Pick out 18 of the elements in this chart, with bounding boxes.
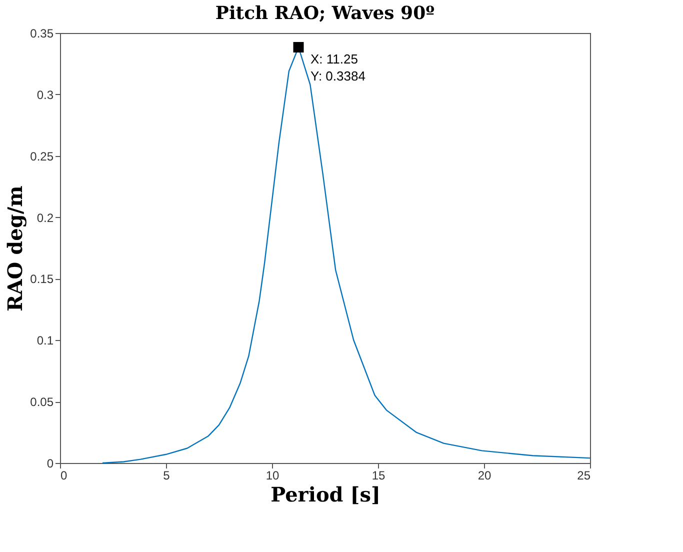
y-tick-label: 0.2 (36, 210, 54, 225)
y-tick-label: 0.05 (30, 395, 54, 410)
x-tick-label: 15 (372, 468, 386, 482)
x-axis-title: Period [s] (270, 482, 380, 506)
x-tick-label: 20 (478, 468, 492, 482)
y-tick-label: 0.3 (36, 88, 54, 102)
chart-title: Pitch RAO; Waves 90º (215, 3, 435, 24)
x-tick-label: 5 (163, 468, 170, 482)
y-tick-label: 0.35 (30, 26, 54, 40)
y-tick-label: 0.25 (30, 149, 54, 164)
annotation: X: 11.25 Y: 0.3384 (310, 51, 366, 84)
x-tick-label: 25 (577, 468, 591, 482)
y-tick-label: 0.1 (36, 334, 54, 348)
y-tick-label: 0 (46, 456, 54, 470)
y-tick-label: 0.15 (30, 272, 54, 286)
x-tick-label: 10 (266, 468, 280, 482)
x-tick-label: 0 (60, 468, 68, 482)
y-axis-title: RAO deg/m (3, 186, 28, 312)
